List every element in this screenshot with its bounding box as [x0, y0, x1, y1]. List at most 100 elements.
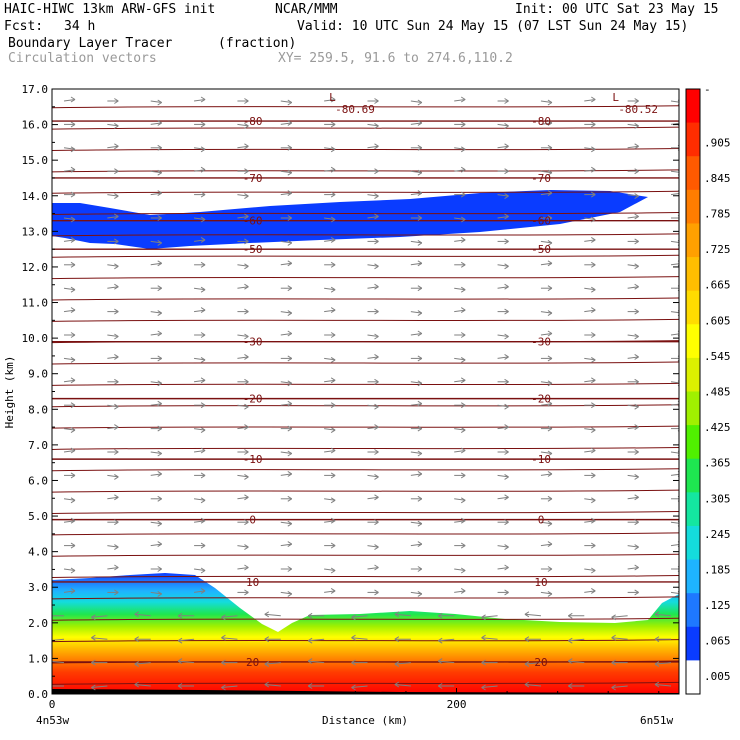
- vector-arrowhead: [417, 355, 423, 362]
- vector-arrow: [394, 613, 411, 617]
- contour-line: [52, 553, 679, 557]
- vector-arrowhead: [70, 377, 76, 384]
- vector-arrow: [627, 216, 639, 219]
- y-tick-label: 7.0: [28, 439, 48, 452]
- contour-line: [52, 212, 679, 216]
- vector-arrowhead: [591, 402, 596, 409]
- vector-arrow: [280, 100, 292, 103]
- vector-arrowhead: [417, 470, 423, 477]
- vector-arrowhead: [200, 542, 206, 549]
- vector-arrowhead: [157, 400, 162, 407]
- vector-arrow: [280, 521, 292, 525]
- org-label: NCAR/MMM: [275, 2, 338, 17]
- vector-arrow: [150, 473, 162, 476]
- vector-arrow: [410, 403, 422, 406]
- vector-arrowhead: [634, 263, 639, 270]
- vector-arrowhead: [374, 143, 379, 150]
- vector-arrowhead: [157, 119, 162, 126]
- vector-arrow: [584, 147, 596, 150]
- vector-arrow: [63, 520, 76, 523]
- vector-arrow: [627, 545, 639, 548]
- vector-arrow: [497, 567, 509, 570]
- vector-arrowhead: [114, 168, 119, 175]
- vector-arrowhead: [91, 659, 96, 666]
- vector-arrow: [367, 216, 379, 219]
- vector-arrow: [280, 591, 292, 595]
- vector-arrow: [584, 568, 596, 571]
- vector-arrow: [63, 147, 76, 150]
- vector-arrowhead: [330, 427, 336, 434]
- vector-arrow: [63, 287, 76, 291]
- model-title: HAIC-HIWC 13km ARW-GFS init: [4, 2, 216, 17]
- vector-arrowhead: [374, 473, 379, 480]
- vector-arrowhead: [157, 425, 162, 432]
- forecast-hours: 34 h: [64, 19, 96, 34]
- vector-arrowhead: [307, 683, 313, 689]
- vector-arrow: [52, 660, 65, 664]
- vector-arrow: [454, 309, 466, 313]
- vector-arrowhead: [70, 356, 76, 363]
- vector-arrowhead: [504, 333, 509, 340]
- vector-arrow: [367, 145, 379, 149]
- vector-arrowhead: [611, 684, 616, 691]
- upper-tracer-band: [52, 190, 648, 249]
- vector-arrow: [107, 474, 119, 478]
- vector-arrow: [367, 264, 379, 267]
- vector-arrow: [410, 451, 422, 454]
- vector-arrowhead: [330, 307, 336, 314]
- vector-arrow: [627, 356, 639, 359]
- vector-arrowhead: [287, 355, 293, 362]
- vector-arrow: [91, 685, 108, 688]
- vector-arrowhead: [504, 424, 509, 431]
- vector-arrow: [584, 217, 596, 220]
- contour-label: -60: [531, 215, 551, 228]
- vector-arrow: [280, 381, 292, 384]
- vector-arrowhead: [287, 169, 293, 176]
- vector-arrow: [221, 637, 238, 640]
- vector-arrowhead: [134, 661, 139, 668]
- vector-arrowhead: [591, 146, 596, 153]
- vector-arrowhead: [504, 589, 509, 596]
- vector-arrow: [150, 521, 162, 525]
- vector-arrow: [280, 170, 292, 174]
- vector-arrowhead: [70, 567, 76, 574]
- vector-arrowhead: [374, 353, 379, 360]
- vector-arrowhead: [200, 517, 206, 524]
- colorbar-label: .905: [704, 136, 731, 149]
- vector-arrow: [670, 193, 679, 196]
- vector-arrowhead: [634, 353, 639, 360]
- vector-arrow: [107, 123, 119, 127]
- vector-arrow: [194, 99, 206, 102]
- vector-arrowhead: [287, 239, 293, 246]
- vector-arrow: [237, 356, 249, 359]
- vector-arrow: [627, 404, 639, 408]
- vector-arrowhead: [330, 377, 336, 384]
- vector-arrowhead: [611, 659, 616, 666]
- vector-arrow: [367, 356, 379, 359]
- vector-arrow: [540, 521, 552, 525]
- vector-arrowhead: [244, 333, 249, 340]
- vector-arrow: [540, 122, 552, 125]
- vector-arrowhead: [547, 425, 553, 432]
- contour-line: [52, 446, 679, 450]
- vector-arrowhead: [70, 286, 76, 293]
- vector-arrowhead: [591, 191, 596, 198]
- vector-arrowhead: [591, 567, 596, 574]
- vector-arrowhead: [200, 447, 206, 454]
- contour-label: -30: [531, 336, 551, 349]
- vector-arrow: [410, 192, 422, 196]
- vector-arrow: [367, 334, 379, 337]
- vector-arrowhead: [330, 146, 336, 153]
- colorbar-label: .065: [704, 635, 731, 648]
- minimum-value: -80.52: [618, 103, 658, 116]
- contour-label: 20: [246, 656, 259, 669]
- vector-arrowhead: [287, 566, 293, 572]
- vector-arrow: [410, 311, 422, 314]
- vector-arrowhead: [244, 283, 249, 290]
- vector-arrow: [367, 286, 379, 289]
- vector-arrowhead: [157, 215, 162, 221]
- vector-arrowhead: [504, 473, 509, 480]
- boundary-layer-tracer-fill: [52, 573, 679, 694]
- vector-arrow: [584, 590, 596, 593]
- vector-arrowhead: [460, 146, 466, 153]
